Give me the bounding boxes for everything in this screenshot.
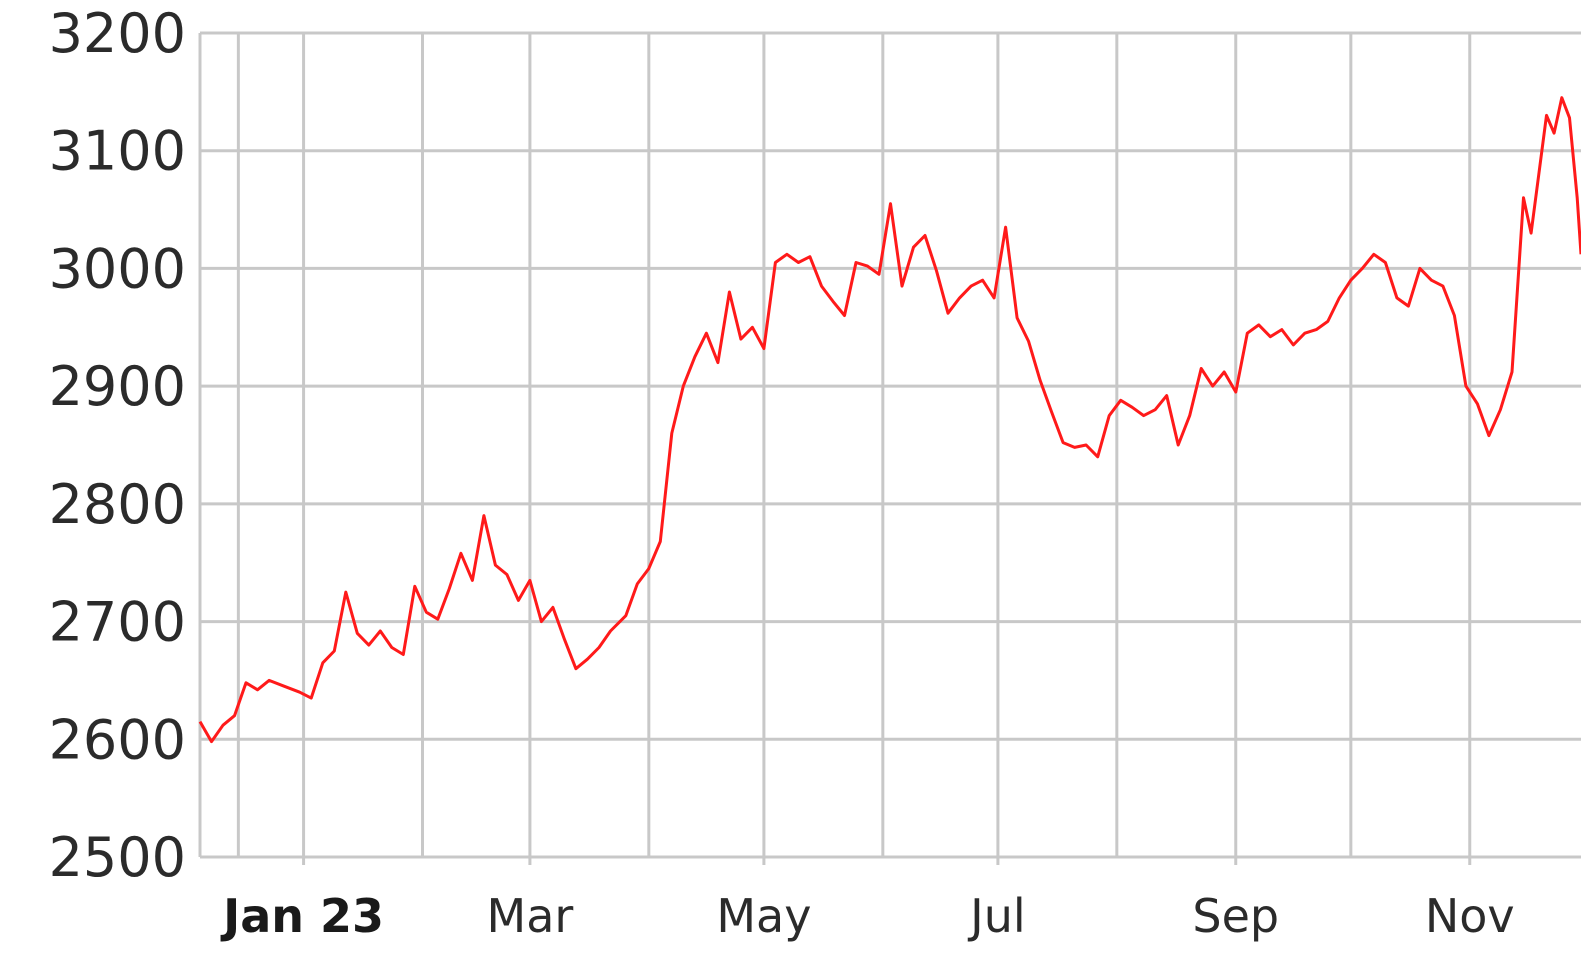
y-tick-label-2600: 2600	[49, 708, 186, 771]
y-tick-label-2800: 2800	[49, 473, 186, 536]
x-tick-label-4: Sep	[1192, 889, 1279, 943]
y-axis-ticks: 2500 2600 2700 2800 2900 3000 3100 3200	[49, 2, 186, 889]
y-tick-label-2500: 2500	[49, 826, 186, 889]
x-tick-label-3: Jul	[967, 889, 1026, 943]
x-tick-label-0: Jan 23	[220, 889, 384, 943]
y-tick-label-2900: 2900	[49, 355, 186, 418]
x-axis-ticks: Jan 23 Mar May Jul Sep Nov	[220, 889, 1515, 943]
x-tick-label-2: May	[716, 889, 811, 943]
series-layer	[198, 96, 1581, 744]
grid-layer	[198, 31, 1581, 865]
y-tick-label-3200: 3200	[49, 2, 186, 65]
x-tick-label-1: Mar	[487, 889, 574, 943]
y-tick-label-3100: 3100	[49, 120, 186, 183]
x-tick-label-5: Nov	[1425, 889, 1515, 943]
series-line-0	[198, 96, 1581, 744]
y-tick-label-3000: 3000	[49, 237, 186, 300]
y-tick-label-2700: 2700	[49, 591, 186, 654]
